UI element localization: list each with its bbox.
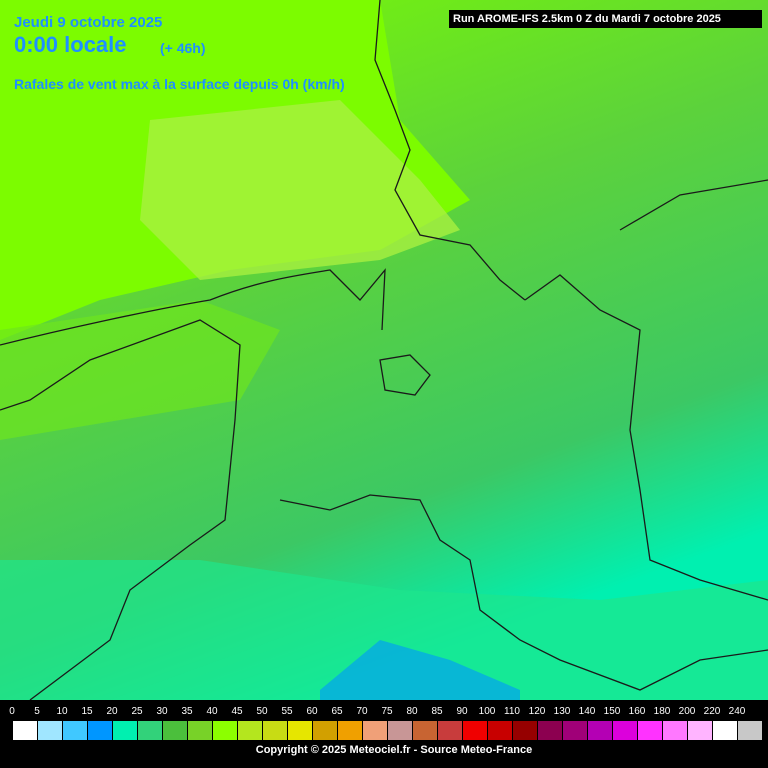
subtitle: Rafales de vent max à la surface depuis …	[14, 76, 345, 92]
legend-label: 75	[381, 706, 393, 717]
legend-label: 220	[703, 706, 721, 717]
legend-swatch	[12, 720, 38, 741]
legend-swatch	[237, 720, 263, 741]
coastline	[374, 0, 526, 301]
legend-label: 50	[256, 706, 268, 717]
legend-swatch	[362, 720, 388, 741]
legend-label: 15	[81, 706, 93, 717]
legend-label: 40	[206, 706, 218, 717]
legend-swatch	[187, 720, 213, 741]
legend-swatch	[687, 720, 713, 741]
legend-label: 140	[578, 706, 596, 717]
legend-label: 180	[653, 706, 671, 717]
legend-swatch	[112, 720, 138, 741]
legend-swatch	[712, 720, 738, 741]
coastline	[619, 179, 768, 231]
legend-swatch	[37, 720, 63, 741]
legend-label: 150	[603, 706, 621, 717]
legend-swatch	[487, 720, 513, 741]
legend-label: 240	[728, 706, 746, 717]
legend-label: 60	[306, 706, 318, 717]
legend-label: 90	[456, 706, 468, 717]
legend-swatch	[337, 720, 363, 741]
border	[279, 494, 768, 691]
legend-swatch	[387, 720, 413, 741]
time: 0:00 locale	[14, 32, 127, 57]
legend-swatch	[637, 720, 663, 741]
legend-label: 85	[431, 706, 443, 717]
legend-swatch	[262, 720, 288, 741]
legend-label: 20	[106, 706, 118, 717]
legend-swatch	[737, 720, 763, 741]
legend-swatch	[462, 720, 488, 741]
legend-label: 65	[331, 706, 343, 717]
legend-label: 30	[156, 706, 168, 717]
lead-time: (+ 46h)	[160, 40, 206, 56]
legend-label: 0	[9, 706, 15, 717]
border	[379, 354, 431, 396]
legend-label: 130	[553, 706, 571, 717]
legend-swatch	[162, 720, 188, 741]
borders	[0, 0, 768, 700]
legend-swatch	[662, 720, 688, 741]
gust-band	[140, 100, 460, 280]
legend-label: 160	[628, 706, 646, 717]
border	[524, 274, 768, 601]
legend-swatch	[562, 720, 588, 741]
legend-swatch	[587, 720, 613, 741]
legend-swatch	[87, 720, 113, 741]
gust-band	[320, 640, 520, 700]
legend-swatch	[612, 720, 638, 741]
gust-band	[0, 560, 768, 700]
legend-swatch	[312, 720, 338, 741]
legend-swatch	[287, 720, 313, 741]
legend-label: 35	[181, 706, 193, 717]
legend-label: 10	[56, 706, 68, 717]
legend-label: 70	[356, 706, 368, 717]
date: Jeudi 9 octobre 2025	[14, 14, 163, 31]
map	[0, 0, 768, 700]
legend-swatch	[212, 720, 238, 741]
legend-label: 5	[34, 706, 40, 717]
legend-label: 45	[231, 706, 243, 717]
legend-swatch	[537, 720, 563, 741]
legend-label: 120	[528, 706, 546, 717]
legend-label: 25	[131, 706, 143, 717]
copyright: Copyright © 2025 Meteociel.fr - Source M…	[255, 744, 533, 756]
legend-label: 110	[504, 706, 520, 717]
legend-label: 80	[406, 706, 418, 717]
legend-swatch	[137, 720, 163, 741]
run-info: Run AROME-IFS 2.5km 0 Z du Mardi 7 octob…	[449, 10, 762, 28]
legend-swatch	[512, 720, 538, 741]
coastline	[0, 268, 386, 346]
legend-swatch	[437, 720, 463, 741]
legend-label: 55	[281, 706, 293, 717]
legend-swatch	[62, 720, 88, 741]
gust-band	[0, 300, 280, 440]
legend: Copyright © 2025 Meteociel.fr - Source M…	[0, 700, 768, 768]
legend-swatch	[412, 720, 438, 741]
border	[0, 319, 241, 700]
legend-label: 200	[678, 706, 696, 717]
legend-label: 100	[478, 706, 496, 717]
